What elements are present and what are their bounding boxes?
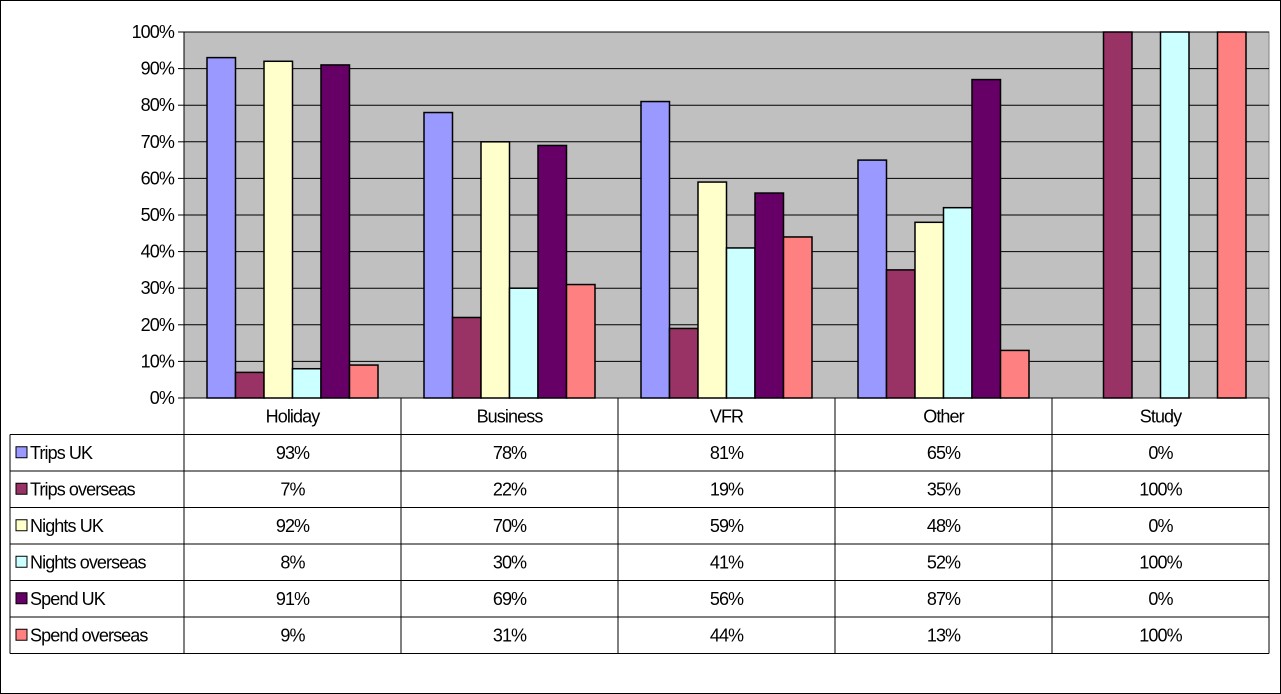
bar <box>206 56 237 399</box>
legend-swatch <box>15 628 28 641</box>
y-tick-label: 100% <box>132 22 175 42</box>
category-label: Other <box>923 406 964 426</box>
data-label: 59% <box>710 516 744 536</box>
data-label: 65% <box>927 443 961 463</box>
data-label: 48% <box>927 516 961 536</box>
data-label: 8% <box>280 552 305 572</box>
bar <box>1159 31 1190 399</box>
bar <box>451 316 482 399</box>
data-label: 31% <box>493 625 527 645</box>
y-tick-label: 60% <box>141 168 175 188</box>
category-label: Study <box>1140 406 1182 426</box>
bar <box>999 349 1030 399</box>
bar <box>914 221 945 399</box>
legend-entry: Spend overseas <box>30 625 148 645</box>
data-label: 0% <box>1148 516 1173 536</box>
category-label: Business <box>477 406 544 426</box>
bar <box>565 283 596 399</box>
y-tick-label: 50% <box>141 205 175 225</box>
data-label: 52% <box>927 552 961 572</box>
data-label: 30% <box>493 552 527 572</box>
bar <box>942 206 973 399</box>
data-label: 19% <box>710 479 744 499</box>
y-axis: 0% 10% 20% 30% 40% 50% 60% 70% 80% 90% 100% <box>132 22 185 408</box>
data-label: 22% <box>493 479 527 499</box>
data-label: 70% <box>493 516 527 536</box>
data-label: 44% <box>710 625 744 645</box>
legend-entry: Trips UK <box>30 443 93 463</box>
data-label: 78% <box>493 443 527 463</box>
y-tick-label: 90% <box>141 59 175 79</box>
data-label: 93% <box>276 443 310 463</box>
data-label: 91% <box>276 589 310 609</box>
category-label: VFR <box>710 406 744 426</box>
y-tick-label: 0% <box>150 388 175 408</box>
data-label: 92% <box>276 516 310 536</box>
bar <box>423 111 454 399</box>
data-label: 9% <box>280 625 305 645</box>
data-label: 13% <box>927 625 961 645</box>
bar <box>885 269 916 399</box>
legend-entry: Nights overseas <box>30 552 146 572</box>
legend-swatch <box>15 482 28 495</box>
data-label: 100% <box>1139 625 1182 645</box>
bar <box>640 100 671 399</box>
y-tick-label: 80% <box>141 95 175 115</box>
bar <box>348 364 379 399</box>
y-tick-label: 20% <box>141 315 175 335</box>
y-tick-label: 40% <box>141 242 175 262</box>
bar <box>697 181 728 399</box>
y-tick-label: 70% <box>141 132 175 152</box>
bar <box>537 144 568 399</box>
y-tick-label: 30% <box>141 278 175 298</box>
bar <box>1216 31 1247 399</box>
bar <box>234 371 265 399</box>
legend-swatch <box>15 446 28 459</box>
bar <box>1102 31 1133 399</box>
legend-entry: Trips overseas <box>30 479 136 499</box>
data-label: 35% <box>927 479 961 499</box>
bar <box>508 287 539 399</box>
data-label: 41% <box>710 552 744 572</box>
data-label: 0% <box>1148 443 1173 463</box>
bar <box>263 60 294 399</box>
data-table: Holiday Business VFR Other Study Trips UK 93% 7… <box>9 397 1270 654</box>
legend-entry: Spend UK <box>30 589 106 609</box>
bar <box>668 327 699 399</box>
bar <box>480 141 511 399</box>
bar <box>291 367 322 399</box>
data-label: 87% <box>927 589 961 609</box>
data-label: 56% <box>710 589 744 609</box>
legend-swatch <box>15 592 28 605</box>
data-label: 100% <box>1139 479 1182 499</box>
data-label: 7% <box>280 479 305 499</box>
legend-swatch <box>15 519 28 532</box>
y-tick-label: 10% <box>141 351 175 371</box>
bar <box>782 236 813 399</box>
bar <box>725 247 756 399</box>
bar <box>857 159 888 399</box>
data-label: 100% <box>1139 552 1182 572</box>
data-label: 0% <box>1148 589 1173 609</box>
bar <box>971 78 1002 399</box>
legend-swatch <box>15 555 28 568</box>
data-label: 69% <box>493 589 527 609</box>
bar <box>754 192 785 399</box>
data-label: 81% <box>710 443 744 463</box>
legend-entry: Nights UK <box>30 516 104 536</box>
category-label: Holiday <box>266 406 321 426</box>
bar <box>320 64 351 399</box>
